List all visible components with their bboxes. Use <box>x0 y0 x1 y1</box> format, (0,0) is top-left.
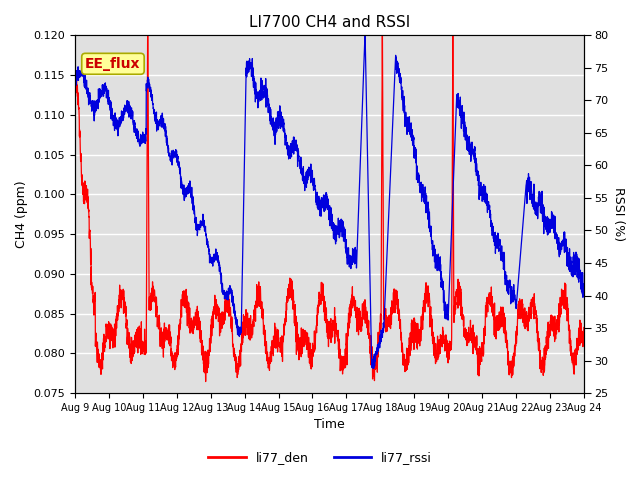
Y-axis label: RSSI (%): RSSI (%) <box>612 187 625 241</box>
X-axis label: Time: Time <box>314 419 345 432</box>
Y-axis label: CH4 (ppm): CH4 (ppm) <box>15 180 28 248</box>
Title: LI7700 CH4 and RSSI: LI7700 CH4 and RSSI <box>249 15 410 30</box>
Legend: li77_den, li77_rssi: li77_den, li77_rssi <box>203 446 437 469</box>
Text: EE_flux: EE_flux <box>85 57 141 71</box>
